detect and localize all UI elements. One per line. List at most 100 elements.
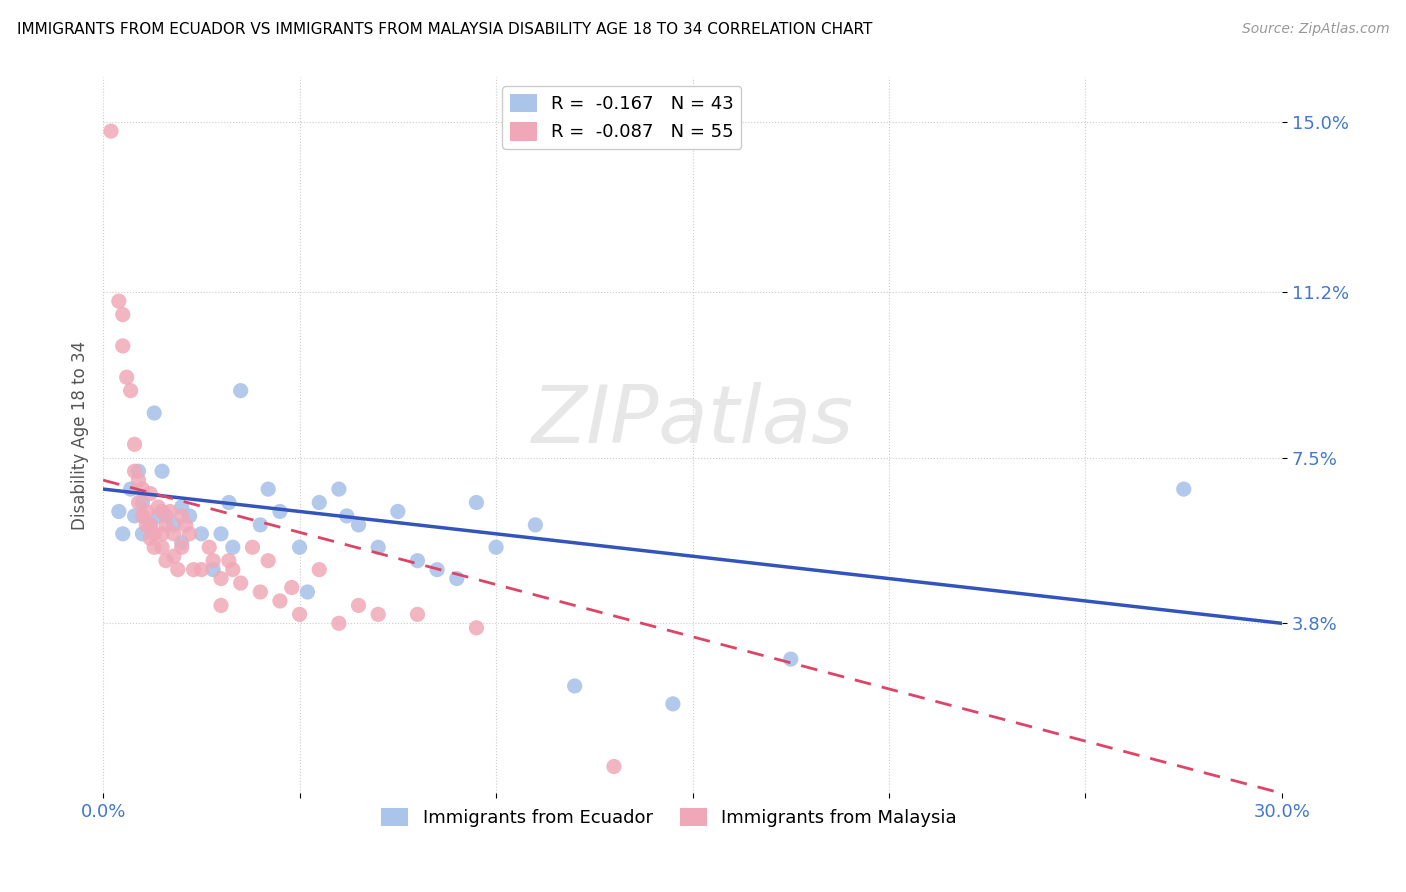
Point (328, 616, 350, 631)
Point (108, 294, 131, 309)
Point (155, 554, 177, 568)
Point (426, 563, 449, 577)
Point (150, 464, 173, 478)
Point (150, 541, 173, 555)
Point (257, 482, 280, 496)
Point (328, 482, 350, 496)
Point (249, 517, 271, 532)
Point (108, 504, 131, 518)
Point (139, 517, 162, 532)
Point (308, 563, 330, 577)
Point (174, 517, 197, 532)
Point (166, 563, 188, 577)
Point (1173, 482, 1195, 496)
Point (143, 406, 166, 420)
Point (155, 517, 177, 532)
Point (111, 308, 134, 322)
Point (269, 504, 291, 518)
Point (209, 599, 232, 613)
Point (115, 370, 138, 384)
Point (269, 594, 291, 608)
Point (257, 554, 280, 568)
Point (347, 517, 370, 532)
Point (131, 526, 153, 541)
Point (124, 437, 146, 451)
Text: ZIPatlas: ZIPatlas (531, 382, 853, 460)
Point (135, 517, 157, 532)
Point (190, 526, 212, 541)
Point (150, 504, 173, 518)
Point (229, 384, 252, 398)
Point (111, 526, 134, 541)
Point (143, 541, 166, 555)
Point (347, 599, 370, 613)
Point (202, 554, 225, 568)
Point (288, 607, 311, 622)
Point (485, 541, 508, 555)
Point (131, 482, 153, 496)
Point (465, 495, 488, 509)
Point (139, 517, 162, 532)
Point (288, 541, 311, 555)
Point (229, 576, 252, 591)
Point (124, 508, 146, 523)
Point (139, 531, 162, 545)
Point (406, 554, 429, 568)
Point (159, 504, 181, 518)
Text: Source: ZipAtlas.com: Source: ZipAtlas.com (1241, 22, 1389, 37)
Point (146, 508, 169, 523)
Point (139, 486, 162, 500)
Point (209, 572, 232, 586)
Point (336, 508, 359, 523)
Point (524, 517, 547, 532)
Point (120, 384, 142, 398)
Point (179, 526, 201, 541)
Point (170, 500, 193, 514)
Point (163, 517, 186, 532)
Point (128, 495, 150, 509)
Point (155, 508, 177, 523)
Point (183, 563, 205, 577)
Point (406, 607, 429, 622)
Point (170, 535, 193, 549)
Point (209, 526, 232, 541)
Point (564, 679, 586, 693)
Point (367, 607, 389, 622)
Point (111, 339, 134, 353)
Point (163, 526, 186, 541)
Point (135, 504, 157, 518)
Point (465, 621, 488, 635)
Point (308, 495, 330, 509)
Point (218, 554, 240, 568)
Point (143, 526, 166, 541)
Point (297, 585, 319, 599)
Point (170, 541, 193, 555)
Point (222, 541, 245, 555)
Point (222, 563, 245, 577)
Point (779, 652, 801, 666)
Point (150, 526, 173, 541)
Point (190, 563, 212, 577)
Point (120, 482, 142, 496)
Point (603, 759, 626, 773)
Point (218, 495, 240, 509)
Point (179, 508, 201, 523)
Point (131, 495, 153, 509)
Point (367, 541, 389, 555)
Point (202, 563, 225, 577)
Point (662, 697, 685, 711)
Point (131, 508, 153, 523)
Point (242, 541, 264, 555)
Y-axis label: Disability Age 18 to 34: Disability Age 18 to 34 (72, 341, 89, 530)
Point (163, 549, 186, 564)
Point (128, 473, 150, 487)
Point (170, 508, 193, 523)
Legend: Immigrants from Ecuador, Immigrants from Malaysia: Immigrants from Ecuador, Immigrants from… (374, 801, 965, 834)
Point (128, 464, 150, 478)
Text: IMMIGRANTS FROM ECUADOR VS IMMIGRANTS FROM MALAYSIA DISABILITY AGE 18 TO 34 CORR: IMMIGRANTS FROM ECUADOR VS IMMIGRANTS FR… (17, 22, 872, 37)
Point (280, 581, 302, 595)
Point (146, 500, 169, 514)
Point (124, 464, 146, 478)
Point (198, 541, 221, 555)
Point (249, 585, 271, 599)
